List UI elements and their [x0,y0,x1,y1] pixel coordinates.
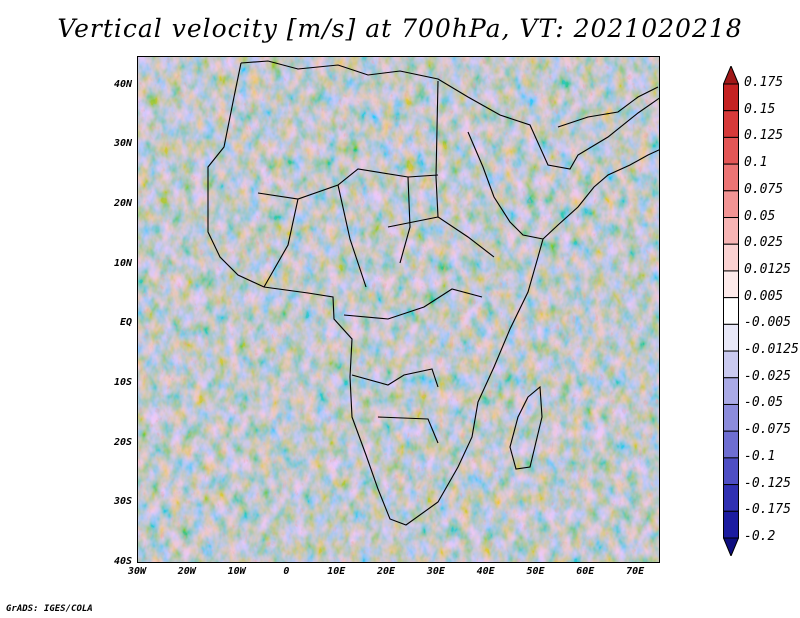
map-panel [137,56,660,563]
lon-tick-label: 20W [177,566,196,577]
colorbar-bin [723,110,739,138]
colorbar-tick-label: 0.1 [744,155,768,171]
coastlines [207,60,659,526]
africa-coast [207,62,544,526]
lon-tick-label: 10E [327,566,346,577]
colorbar-tick-label: -0.05 [744,395,784,411]
lon-tick-label: 30W [127,566,147,577]
colorbar-tick-label: 0.125 [744,128,784,144]
colorbar-bin [723,270,739,299]
colorbar-bin [723,136,739,165]
colorbar-tick-label: -0.0125 [744,342,799,358]
lon-tick-label: 40E [476,566,495,577]
colorbar-tick-label: 0.05 [744,208,776,224]
lon-tick-label: 30E [426,566,445,577]
lat-tick-label: 30S [113,496,132,508]
colorbar [723,66,739,556]
lat-tick-label: 40N [113,78,132,90]
lat-tick-label: 30N [113,138,132,150]
colorbar-bin [723,83,739,112]
colorbar-bin [723,243,739,272]
asia-borders [557,86,659,128]
lon-tick-label: 20E [377,566,396,577]
colorbar-tick-label: -0.005 [744,315,791,331]
lon-tick-label: 60E [576,566,595,577]
colorbar-bin [723,510,739,539]
colorbar-bin [723,484,739,512]
colorbar-bin [723,163,739,192]
vertical-velocity-map [138,57,659,562]
colorbar-tick-label: 0.005 [744,288,784,304]
country-borders [257,80,495,444]
colorbar-top-triangle [723,66,739,85]
colorbar-tick-label: 0.15 [744,101,776,117]
lat-tick-label: 10N [113,257,132,269]
colorbar-bin [723,217,739,245]
madagascar-coast [509,385,543,470]
colorbar-tick-label: 0.0125 [744,261,791,277]
colorbar-tick-label: 0.175 [744,75,784,90]
colorbar-bottom-triangle [723,537,739,556]
lon-tick-label: 50E [526,566,545,577]
colorbar-bin [723,190,739,219]
lon-tick-label: 70E [626,566,645,577]
lat-tick-label: EQ [119,317,132,329]
colorbar-tick-label: 0.075 [744,181,784,197]
colorbar-tick-label: 0.025 [744,235,784,251]
colorbar-bin [723,430,739,459]
colorbar-bin [723,457,739,486]
colorbar-bin [723,297,739,325]
lon-tick-label: 0 [283,566,290,577]
field-red-streaks [138,57,659,562]
colorbar-bin [723,403,739,432]
lat-tick-label: 10S [113,377,132,389]
lon-tick-label: 10W [227,566,246,577]
colorbar-tick-label: -0.175 [744,502,791,518]
colorbar-tick-label: -0.2 [744,529,776,544]
colorbar-bin [723,377,739,405]
map-title: Vertical velocity [m/s] at 700hPa, VT: 2… [57,14,743,43]
colorbar-bin [723,323,739,352]
colorbar-tick-label: -0.075 [744,422,791,438]
north-coast [240,60,659,170]
colorbar-tick-label: -0.025 [744,368,791,384]
lat-tick-label: 20S [113,436,132,448]
colorbar-tick-label: -0.125 [744,475,791,491]
lat-tick-label: 20N [113,198,132,210]
colorbar-bin [723,350,739,379]
lat-tick-label: 40S [113,556,132,567]
colorbar-tick-label: -0.1 [744,448,776,464]
grads-footer: GrADS: IGES/COLA [6,604,93,614]
arabia-coast [542,149,659,240]
